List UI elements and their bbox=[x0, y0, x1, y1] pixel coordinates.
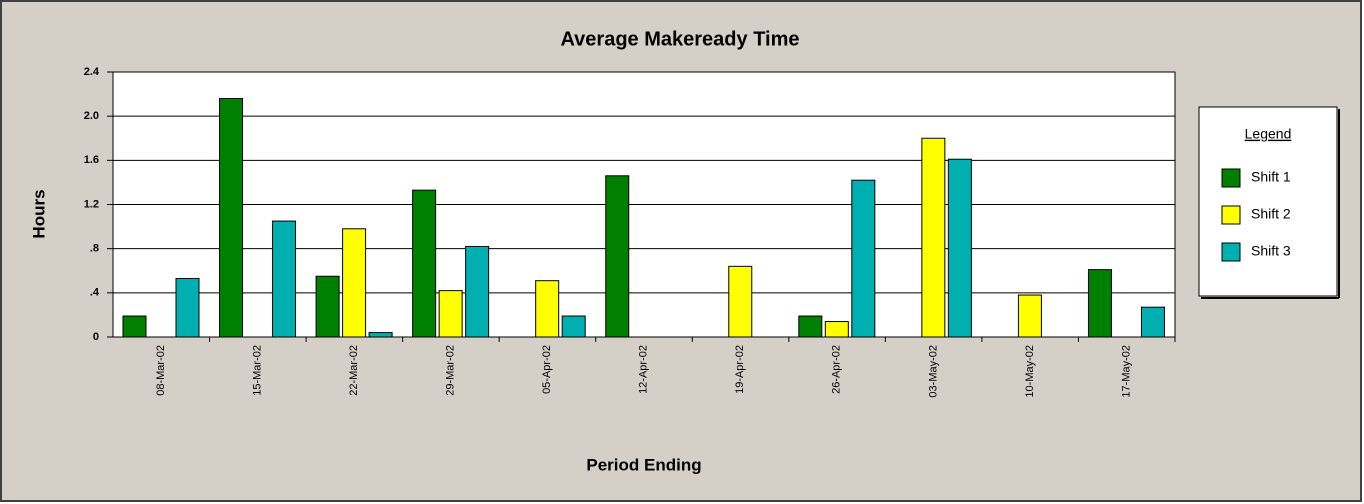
bar bbox=[438, 290, 463, 338]
legend-box bbox=[1198, 106, 1338, 297]
bar bbox=[605, 175, 630, 338]
bar bbox=[535, 280, 560, 338]
bar bbox=[122, 315, 147, 338]
x-tick-label: 15-Mar-02 bbox=[251, 345, 263, 396]
bar bbox=[219, 98, 244, 338]
legend-label: Shift 1 bbox=[1251, 169, 1291, 185]
y-axis-label: Hours bbox=[29, 189, 48, 238]
bar bbox=[465, 245, 490, 338]
y-tick-label: .4 bbox=[90, 287, 100, 299]
x-tick-label: 05-Apr-02 bbox=[541, 345, 553, 394]
x-tick-label: 17-May-02 bbox=[1120, 345, 1132, 398]
bar bbox=[272, 220, 297, 338]
x-tick-label: 03-May-02 bbox=[927, 345, 939, 398]
legend-swatch bbox=[1221, 168, 1241, 188]
legend-swatch bbox=[1221, 242, 1241, 262]
bar bbox=[921, 137, 946, 338]
bar bbox=[728, 265, 753, 338]
x-tick-label: 26-Apr-02 bbox=[831, 345, 843, 394]
y-tick-label: 0 bbox=[93, 331, 99, 343]
y-tick-label: 2.4 bbox=[84, 66, 100, 78]
bar bbox=[798, 315, 823, 338]
legend-swatch bbox=[1221, 205, 1241, 225]
bar bbox=[824, 321, 849, 338]
x-tick-label: 19-Apr-02 bbox=[734, 345, 746, 394]
chart-title: Average Makeready Time bbox=[560, 28, 799, 50]
x-tick-label: 29-Mar-02 bbox=[445, 345, 457, 396]
x-tick-label: 10-May-02 bbox=[1024, 345, 1036, 398]
legend-title: Legend bbox=[1245, 126, 1292, 142]
x-tick-label: 08-Mar-02 bbox=[155, 345, 167, 396]
x-axis-label: Period Ending bbox=[586, 455, 701, 474]
x-tick-label: 22-Mar-02 bbox=[348, 345, 360, 396]
bar bbox=[175, 277, 200, 338]
bar bbox=[1087, 269, 1112, 338]
bar bbox=[851, 179, 876, 338]
bar bbox=[412, 189, 437, 338]
bar bbox=[561, 315, 586, 338]
y-tick-label: 1.2 bbox=[84, 198, 99, 210]
legend-label: Shift 2 bbox=[1251, 206, 1291, 222]
y-tick-label: 2.0 bbox=[84, 110, 99, 122]
y-tick-label: 1.6 bbox=[84, 154, 99, 166]
y-tick-label: .8 bbox=[90, 243, 99, 255]
bar bbox=[342, 228, 367, 338]
bar bbox=[1017, 294, 1042, 338]
bar bbox=[315, 275, 340, 338]
x-tick-label: 12-Apr-02 bbox=[638, 345, 650, 394]
bar bbox=[947, 158, 972, 338]
bar bbox=[368, 332, 393, 338]
legend-label: Shift 3 bbox=[1251, 243, 1291, 259]
bar bbox=[1140, 306, 1165, 338]
